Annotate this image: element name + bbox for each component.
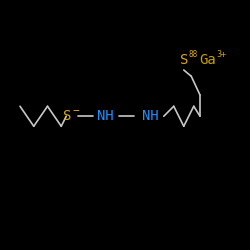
Text: 3+: 3+	[216, 50, 226, 59]
Text: S: S	[63, 109, 72, 123]
Text: NH: NH	[142, 109, 158, 123]
Text: −: −	[73, 106, 80, 116]
Text: NH: NH	[96, 109, 114, 123]
Text: Ga: Ga	[199, 53, 216, 67]
Text: S: S	[180, 53, 188, 67]
Text: 88: 88	[188, 50, 198, 59]
